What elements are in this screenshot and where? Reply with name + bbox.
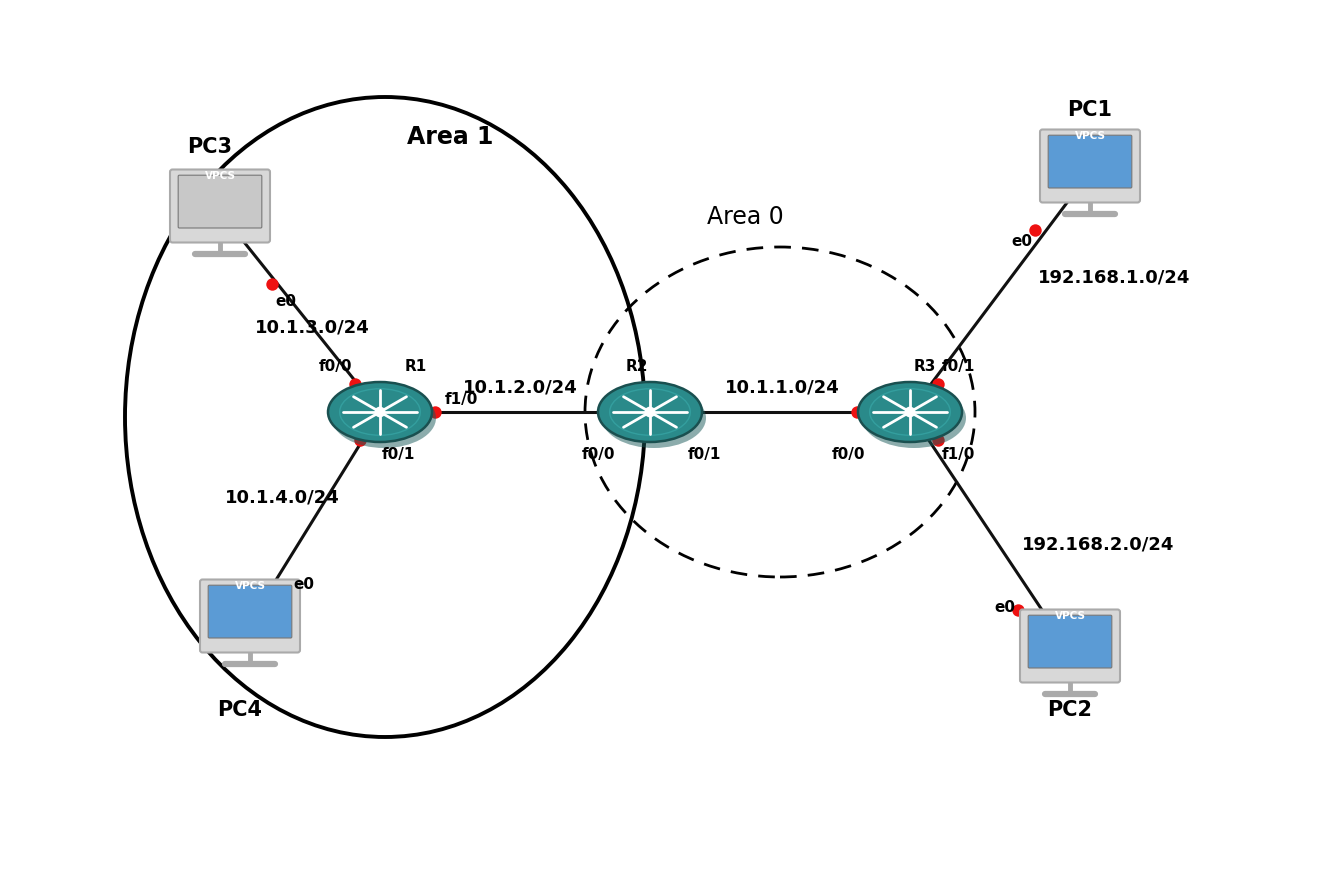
Text: Area 1: Area 1 [406, 125, 493, 149]
Text: 10.1.4.0/24: 10.1.4.0/24 [225, 488, 340, 506]
Text: e0: e0 [293, 577, 314, 592]
Text: e0: e0 [993, 600, 1015, 615]
Text: 192.168.2.0/24: 192.168.2.0/24 [1021, 535, 1174, 553]
Text: Area 0: Area 0 [707, 205, 783, 229]
FancyBboxPatch shape [201, 580, 299, 652]
Text: PC2: PC2 [1047, 700, 1092, 720]
FancyBboxPatch shape [178, 175, 262, 228]
Text: f0/1: f0/1 [689, 447, 722, 462]
Point [349, 433, 370, 447]
FancyBboxPatch shape [1040, 130, 1140, 202]
Point [279, 580, 301, 594]
Circle shape [905, 406, 916, 418]
Text: PC4: PC4 [218, 700, 262, 720]
Text: 10.1.1.0/24: 10.1.1.0/24 [725, 378, 840, 396]
Point [261, 277, 282, 291]
Point [424, 405, 445, 419]
Text: f0/0: f0/0 [832, 447, 865, 462]
Point [928, 377, 949, 391]
Text: f1/0: f1/0 [943, 447, 976, 462]
Point [846, 405, 868, 419]
Text: f0/0: f0/0 [582, 447, 615, 462]
Text: PC3: PC3 [187, 137, 233, 157]
Circle shape [644, 406, 655, 418]
Text: e0: e0 [275, 294, 295, 309]
Text: 10.1.2.0/24: 10.1.2.0/24 [463, 378, 578, 396]
FancyBboxPatch shape [170, 169, 270, 242]
FancyBboxPatch shape [1020, 610, 1120, 683]
Point [1007, 603, 1028, 617]
Text: 192.168.1.0/24: 192.168.1.0/24 [1038, 268, 1190, 286]
Text: f0/0: f0/0 [318, 359, 352, 374]
Text: f0/1: f0/1 [382, 447, 416, 462]
Text: VPCS: VPCS [1055, 611, 1086, 622]
Ellipse shape [602, 388, 706, 448]
Ellipse shape [598, 382, 702, 442]
Ellipse shape [858, 382, 963, 442]
Text: R2: R2 [626, 359, 648, 374]
Point [596, 405, 618, 419]
Point [685, 405, 706, 419]
Point [928, 433, 949, 447]
Ellipse shape [332, 388, 436, 448]
Ellipse shape [328, 382, 432, 442]
Text: PC1: PC1 [1067, 100, 1112, 120]
Text: VPCS: VPCS [234, 582, 266, 591]
Text: R3: R3 [915, 359, 936, 374]
FancyBboxPatch shape [1028, 616, 1112, 668]
Text: f0/1: f0/1 [943, 359, 976, 374]
FancyBboxPatch shape [209, 585, 291, 638]
Text: R1: R1 [405, 359, 428, 374]
FancyBboxPatch shape [1048, 135, 1132, 188]
Point [345, 377, 366, 391]
Ellipse shape [862, 388, 967, 448]
Text: 10.1.3.0/24: 10.1.3.0/24 [255, 318, 370, 336]
Text: e0: e0 [1011, 234, 1032, 249]
Circle shape [374, 406, 385, 418]
Point [1024, 223, 1046, 237]
Text: VPCS: VPCS [1075, 132, 1106, 141]
Text: f1/0: f1/0 [445, 392, 479, 407]
Text: VPCS: VPCS [205, 172, 235, 181]
